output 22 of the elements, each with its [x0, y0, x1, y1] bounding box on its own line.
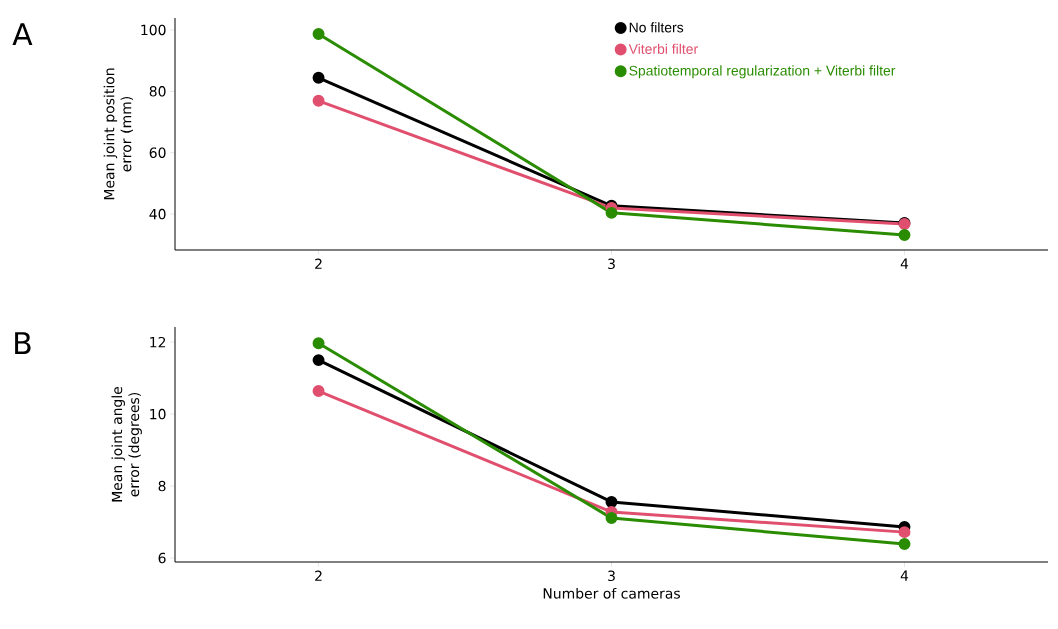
y-tick-label: 8: [158, 480, 166, 492]
text: B: [15, 332, 31, 354]
legend-label: Viterbi filter: [628, 43, 698, 55]
x-tick-label: 2: [315, 258, 322, 269]
legend-label: No filters: [629, 22, 684, 33]
y-tick-label: 80: [149, 86, 166, 97]
y-axis-title: Mean joint angle error (degrees): [111, 386, 142, 502]
x-axis-title: Number of cameras: [543, 587, 680, 599]
x-tick-label: 2: [315, 570, 322, 581]
y-tick-label: 6: [158, 552, 166, 564]
x-tick-label: 4: [900, 570, 909, 581]
text: A: [12, 23, 33, 45]
y-tick-label: 60: [149, 147, 166, 158]
y-tick-label: 100: [141, 24, 166, 36]
y-tick-label: 12: [150, 336, 166, 348]
x-tick-label: 3: [608, 570, 615, 582]
x-tick-label: 4: [900, 258, 909, 269]
y-axis-title: Mean joint position error (mm): [103, 68, 134, 200]
y-tick-label: 40: [149, 208, 166, 220]
legend-label: Spatiotemporal regularization + Viterbi filter: [629, 65, 896, 79]
y-tick-label: 10: [150, 408, 166, 420]
x-tick-label: 3: [608, 258, 615, 270]
